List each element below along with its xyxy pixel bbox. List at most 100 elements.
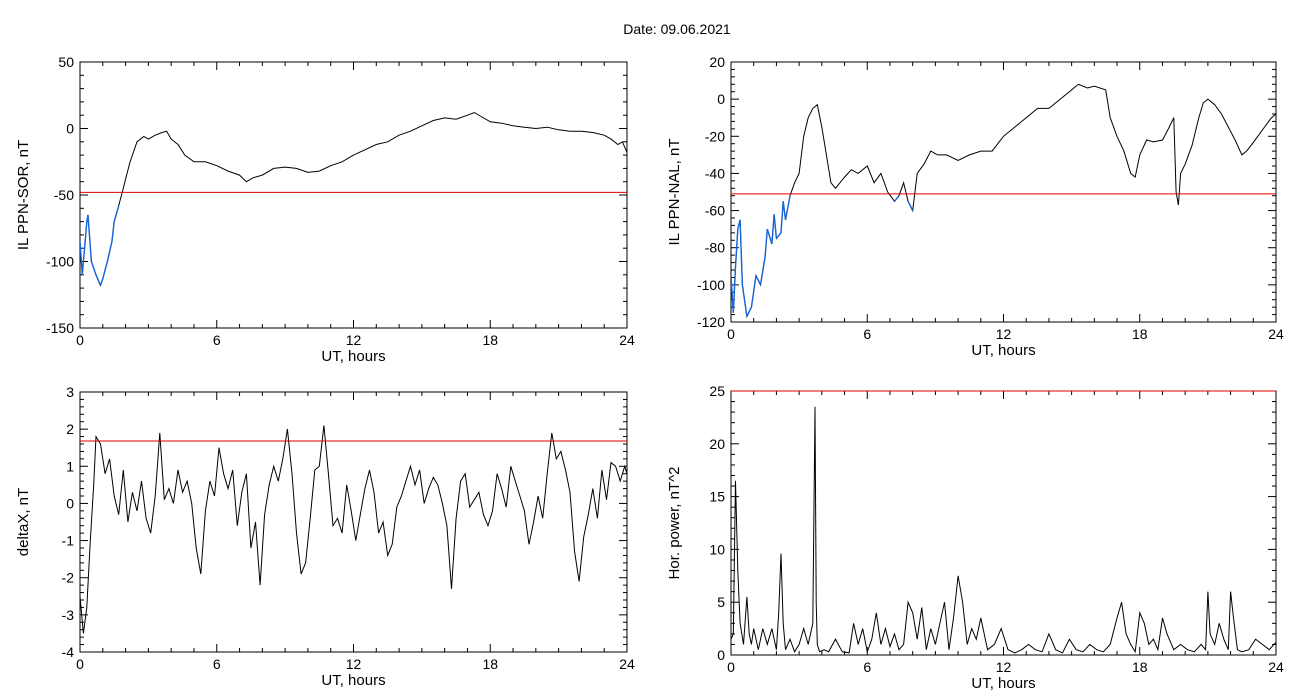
y-tick-label: -80 [705, 240, 725, 256]
x-tick-label: 0 [76, 656, 84, 672]
below-threshold-segments [80, 205, 120, 286]
x-tick-label: 24 [619, 332, 635, 348]
x-tick-label: 18 [1132, 326, 1148, 342]
x-axis-label: UT, hours [321, 348, 385, 365]
below-threshold-segment [893, 195, 900, 202]
plot-frame [730, 61, 1277, 323]
below-threshold-segment [113, 205, 120, 222]
y-tick-label: -4 [62, 644, 75, 660]
y-tick-label: 50 [58, 54, 74, 70]
below-threshold-segment [111, 221, 115, 242]
y-axis-label: Hor. power, nT^2 [666, 467, 683, 580]
below-threshold-segment [102, 261, 109, 279]
plot-frame [79, 391, 628, 653]
below-threshold-segment [80, 241, 83, 275]
y-tick-label: -2 [62, 570, 75, 586]
y-tick-label: 0 [717, 647, 725, 663]
y-tick-label: -100 [46, 254, 74, 270]
below-threshold-segment [750, 275, 757, 308]
y-axis-label: IL PPN-SOR, nT [15, 140, 32, 250]
below-threshold-segment [83, 221, 88, 249]
series-line [80, 425, 627, 634]
series-line [731, 83, 1276, 319]
y-tick-label: -120 [697, 314, 725, 330]
y-tick-label: -50 [54, 187, 74, 203]
below-threshold-segment [106, 241, 113, 262]
below-threshold-segment [732, 266, 737, 313]
x-tick-label: 12 [996, 326, 1012, 342]
y-tick-label: 20 [709, 436, 725, 452]
y-tick-label: -3 [62, 607, 75, 623]
panel-hor-power: 0 6 12 18 24 0 5 10 15 20 25 UT, hours Hor. power, n… [666, 383, 1284, 692]
below-threshold-segment [734, 229, 739, 267]
series-line [80, 111, 627, 287]
below-threshold-segment [746, 306, 753, 317]
x-tick-label: 18 [482, 656, 498, 672]
below-threshold-segment [784, 195, 791, 220]
below-threshold-segment [766, 228, 773, 245]
x-tick-label: 12 [996, 659, 1012, 675]
y-tick-label: 20 [709, 54, 725, 70]
below-threshold-segment [780, 201, 784, 233]
x-tick-label: 24 [1268, 659, 1284, 675]
below-threshold-segment [764, 229, 769, 258]
x-tick-label: 6 [213, 332, 221, 348]
x-axis-label: UT, hours [971, 342, 1035, 359]
below-threshold-segment [87, 214, 93, 262]
y-axis-label: IL PPN-NAL, nT [666, 139, 683, 246]
below-threshold-segment [755, 275, 762, 286]
y-tick-label: 15 [709, 489, 725, 505]
y-tick-label: 1 [66, 458, 74, 474]
plot-frame [79, 61, 628, 329]
y-tick-label: 0 [66, 121, 74, 137]
below-threshold-segment [81, 248, 86, 275]
y-tick-label: 5 [717, 594, 725, 610]
series-line [731, 406, 1276, 654]
panel-ppn-sor: 0 6 12 18 24 -150 -100 -50 0 50 UT, hours IL PPN-SO… [15, 54, 635, 365]
y-tick-label: -40 [705, 165, 725, 181]
y-tick-label: 3 [66, 384, 74, 400]
below-threshold-segment [99, 278, 104, 286]
y-tick-label: -100 [697, 277, 725, 293]
below-threshold-segment [771, 214, 775, 245]
x-tick-label: 0 [727, 326, 735, 342]
x-tick-label: 18 [482, 332, 498, 348]
x-tick-label: 12 [346, 656, 362, 672]
below-threshold-segment [741, 284, 748, 317]
below-threshold-segment [782, 201, 787, 220]
y-tick-label: 0 [66, 495, 74, 511]
below-threshold-segment [759, 256, 766, 285]
x-tick-label: 24 [619, 656, 635, 672]
panel-ppn-nal: 0 6 12 18 24 -120 -100 -80 -60 -40 -20 0 20 UT, hours… [666, 54, 1284, 359]
y-tick-label: -60 [705, 203, 725, 219]
below-threshold-segment [739, 219, 744, 285]
x-tick-label: 0 [727, 659, 735, 675]
y-tick-label: -20 [705, 128, 725, 144]
y-tick-label: 10 [709, 541, 725, 557]
y-tick-label: 2 [66, 421, 74, 437]
figure-title: Date: 09.06.2021 [623, 21, 731, 37]
y-axis-label: deltaX, nT [15, 488, 32, 556]
x-tick-label: 0 [76, 332, 84, 348]
x-tick-label: 24 [1268, 326, 1284, 342]
below-threshold-segment [907, 200, 914, 211]
y-tick-label: -150 [46, 320, 74, 336]
x-tick-label: 6 [863, 659, 871, 675]
y-tick-label: 0 [717, 91, 725, 107]
y-tick-label: -1 [62, 533, 75, 549]
y-tick-label: 25 [709, 383, 725, 399]
x-axis-label: UT, hours [971, 675, 1035, 692]
x-tick-label: 6 [863, 326, 871, 342]
x-tick-label: 12 [346, 332, 362, 348]
below-threshold-segments [731, 195, 914, 317]
x-axis-label: UT, hours [321, 672, 385, 689]
below-threshold-segment [90, 261, 97, 276]
below-threshold-segment [773, 214, 778, 239]
x-tick-label: 18 [1132, 659, 1148, 675]
below-threshold-segment [775, 232, 782, 239]
x-tick-label: 6 [213, 656, 221, 672]
below-threshold-segment [95, 274, 102, 286]
